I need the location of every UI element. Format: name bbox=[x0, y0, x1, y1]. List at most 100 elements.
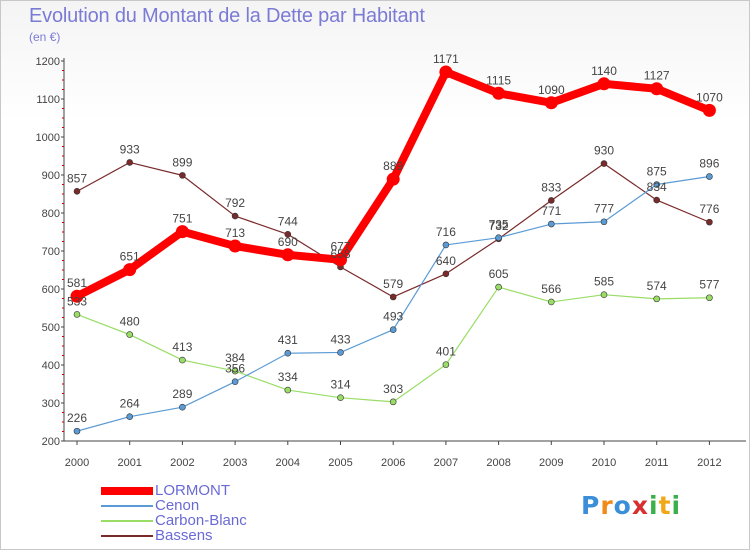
data-point bbox=[70, 289, 84, 303]
logo-letter: P bbox=[581, 491, 601, 520]
data-label: 356 bbox=[225, 362, 245, 376]
data-point bbox=[284, 230, 292, 238]
chart-title: Evolution du Montant de la Dette par Hab… bbox=[29, 5, 425, 27]
data-point bbox=[337, 349, 344, 356]
legend-swatch bbox=[101, 534, 153, 537]
data-label: 751 bbox=[172, 212, 192, 226]
data-label: 264 bbox=[120, 397, 140, 411]
x-tick-label: 2009 bbox=[539, 457, 563, 469]
data-label: 651 bbox=[120, 250, 140, 264]
y-tick-label: 1200 bbox=[36, 56, 60, 68]
data-point bbox=[547, 220, 555, 228]
data-label: 899 bbox=[172, 155, 192, 169]
data-label: 777 bbox=[594, 202, 614, 216]
data-point bbox=[439, 65, 453, 79]
data-label: 1115 bbox=[486, 73, 511, 87]
legend-swatch bbox=[101, 486, 153, 495]
legend-label: Bassens bbox=[155, 527, 213, 544]
data-label: 716 bbox=[436, 225, 456, 239]
legend-item-bassens: Bassens bbox=[101, 528, 247, 543]
x-tick-label: 2007 bbox=[434, 457, 458, 469]
data-label: 577 bbox=[699, 278, 719, 292]
data-label: 314 bbox=[330, 378, 350, 392]
logo-letter: o bbox=[613, 491, 632, 520]
x-tick-label: 2012 bbox=[697, 457, 721, 469]
data-point bbox=[386, 172, 400, 186]
data-label: 605 bbox=[489, 267, 509, 281]
data-point bbox=[600, 218, 608, 226]
y-tick-label: 600 bbox=[42, 284, 60, 296]
x-tick-label: 2004 bbox=[276, 457, 300, 469]
logo-letter: t bbox=[658, 491, 672, 520]
data-label: 690 bbox=[278, 235, 298, 249]
y-tick-label: 300 bbox=[42, 398, 60, 410]
data-label: 1090 bbox=[538, 83, 565, 97]
data-point bbox=[544, 96, 558, 110]
data-label: 732 bbox=[489, 219, 509, 233]
data-label: 431 bbox=[278, 333, 298, 347]
chart-subtitle: (en €) bbox=[29, 30, 61, 44]
data-label: 289 bbox=[172, 387, 192, 401]
data-point bbox=[495, 283, 502, 291]
data-point bbox=[337, 394, 344, 401]
data-label: 735 bbox=[489, 218, 509, 232]
legend-swatch bbox=[101, 519, 153, 522]
data-point bbox=[706, 294, 713, 302]
data-label: 413 bbox=[172, 340, 192, 354]
data-label: 857 bbox=[67, 171, 87, 185]
data-label: 303 bbox=[383, 382, 403, 396]
data-label: 1171 bbox=[433, 52, 459, 66]
data-point bbox=[389, 293, 397, 301]
data-label: 384 bbox=[225, 351, 245, 365]
data-label: 433 bbox=[330, 332, 350, 346]
legend-label: Carbon-Blanc bbox=[155, 512, 247, 529]
logo-letter: i bbox=[671, 491, 682, 520]
data-label: 834 bbox=[647, 180, 667, 194]
x-tick-label: 2011 bbox=[645, 457, 669, 469]
data-point bbox=[73, 188, 81, 195]
data-label: 792 bbox=[225, 196, 245, 210]
data-label: 833 bbox=[541, 180, 561, 194]
data-point bbox=[442, 270, 450, 278]
x-tick-label: 2005 bbox=[328, 457, 352, 469]
data-point bbox=[334, 253, 347, 267]
data-label: 930 bbox=[594, 144, 614, 158]
data-label: 776 bbox=[699, 202, 719, 216]
data-point bbox=[653, 295, 661, 303]
x-tick-label: 2006 bbox=[381, 457, 405, 469]
data-point bbox=[284, 349, 292, 357]
data-label: 1070 bbox=[696, 90, 723, 104]
data-point bbox=[126, 331, 133, 338]
data-label: 226 bbox=[67, 411, 87, 425]
data-point bbox=[600, 160, 608, 167]
data-point bbox=[442, 241, 450, 249]
data-point bbox=[600, 291, 608, 299]
data-point bbox=[653, 196, 661, 204]
data-label: 566 bbox=[541, 282, 561, 296]
data-label: 640 bbox=[436, 254, 456, 268]
data-label: 493 bbox=[383, 310, 403, 324]
y-tick-label: 900 bbox=[42, 170, 60, 182]
data-label: 677 bbox=[330, 240, 350, 254]
data-point bbox=[281, 248, 295, 262]
x-tick-label: 2010 bbox=[592, 457, 616, 469]
data-point bbox=[231, 378, 239, 386]
legend-label: LORMONT bbox=[155, 482, 230, 499]
data-label: 896 bbox=[699, 157, 719, 171]
data-point bbox=[597, 77, 611, 91]
legend-item-cenon: Cenon bbox=[101, 498, 247, 513]
data-point bbox=[126, 413, 133, 420]
data-point bbox=[706, 173, 713, 180]
data-point bbox=[73, 311, 81, 318]
data-point bbox=[175, 225, 189, 239]
data-point bbox=[123, 263, 137, 277]
legend-item-carbon-blanc: Carbon-Blanc bbox=[101, 513, 247, 528]
data-label: 875 bbox=[647, 165, 667, 179]
data-point bbox=[495, 234, 502, 241]
data-label: 933 bbox=[120, 142, 140, 156]
x-tick-label: 2002 bbox=[170, 457, 194, 469]
data-label: 1140 bbox=[591, 64, 617, 78]
data-point bbox=[73, 427, 81, 435]
y-tick-label: 1000 bbox=[36, 132, 60, 144]
